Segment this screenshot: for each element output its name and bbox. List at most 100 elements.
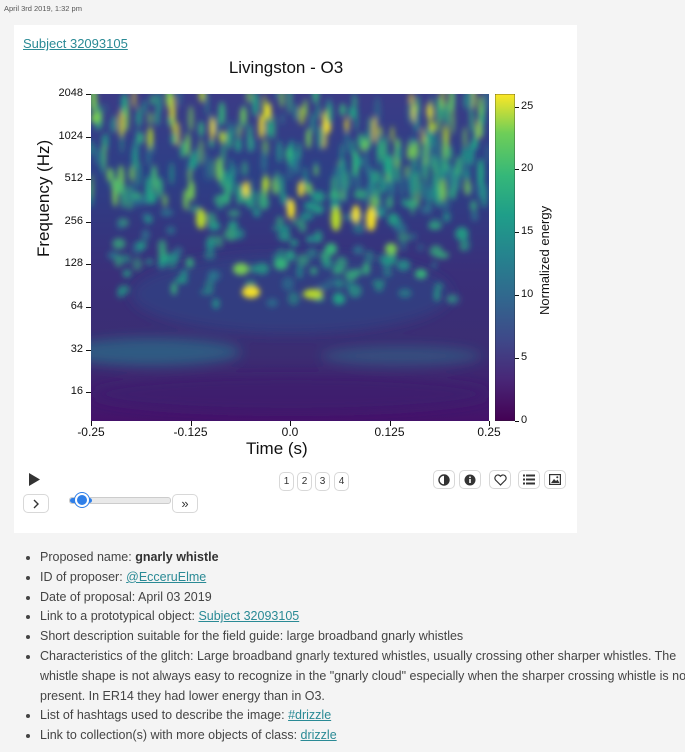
energy-blob (276, 140, 283, 164)
energy-blob (352, 245, 364, 255)
image-button[interactable] (544, 470, 566, 489)
label: Proposed name: (40, 550, 136, 564)
page-button-1[interactable]: 1 (279, 472, 294, 491)
energy-blob (175, 276, 188, 284)
energy-blob (198, 121, 204, 137)
energy-blob (233, 228, 245, 240)
energy-blob (406, 199, 419, 209)
hashtag-link[interactable]: #drizzle (288, 708, 332, 723)
energy-blob (353, 95, 358, 107)
energy-blob (242, 160, 248, 177)
colorbar-tick-label: 5 (521, 351, 528, 364)
short-description: Short description suitable for the field… (40, 629, 464, 644)
energy-blob (236, 119, 240, 138)
contrast-icon (438, 473, 450, 486)
energy-blob (352, 150, 359, 178)
energy-blob (372, 169, 376, 197)
play-button[interactable] (23, 470, 45, 489)
y-tick (86, 392, 91, 394)
page-button-2[interactable]: 2 (297, 472, 312, 491)
energy-blob (264, 103, 272, 120)
energy-blob (104, 103, 108, 115)
energy-blob (266, 298, 278, 308)
energy-blob (481, 182, 488, 209)
energy-blob (363, 185, 370, 206)
collection-link[interactable]: drizzle (300, 728, 337, 743)
favorite-button[interactable] (489, 470, 511, 489)
energy-blob (297, 141, 301, 160)
energy-blob (170, 282, 178, 296)
x-tick (489, 421, 490, 426)
y-tick-label: 16 (70, 385, 83, 398)
prototype-link[interactable]: Subject 32093105 (198, 609, 300, 624)
next-frame-button[interactable] (23, 494, 49, 513)
energy-blob (313, 230, 323, 244)
list-item: Short description suitable for the field… (40, 627, 685, 647)
energy-blob (293, 103, 298, 121)
energy-blob (209, 137, 214, 149)
energy-blob (484, 143, 489, 164)
energy-blob (224, 227, 238, 241)
energy-blob (249, 264, 258, 274)
page-button-3[interactable]: 3 (315, 472, 330, 491)
energy-blob (242, 286, 260, 298)
energy-blob (239, 107, 247, 125)
energy-blob (91, 173, 94, 199)
energy-blob (386, 195, 394, 209)
energy-blob (216, 156, 222, 182)
energy-blob (331, 207, 341, 231)
energy-blob (367, 116, 373, 135)
energy-blob (377, 195, 385, 205)
energy-blob (218, 101, 226, 126)
energy-blob (345, 128, 349, 154)
info-icon (464, 474, 476, 485)
energy-blob (143, 99, 147, 115)
energy-blob (399, 240, 407, 252)
energy-blob (443, 137, 447, 160)
colorbar-tick (515, 232, 519, 234)
contrast-button[interactable] (433, 470, 455, 489)
energy-blob (115, 178, 121, 195)
energy-blob (137, 242, 145, 252)
page-button-4[interactable]: 4 (334, 472, 349, 491)
energy-blob (439, 176, 446, 202)
energy-blob (168, 94, 176, 120)
energy-blob (279, 231, 291, 242)
fast-forward-button[interactable]: » (172, 494, 198, 513)
energy-blob (316, 103, 321, 121)
energy-blob (210, 117, 215, 140)
energy-blob (406, 171, 410, 186)
energy-blob (210, 158, 214, 180)
energy-blob (364, 250, 375, 264)
energy-blob (274, 258, 288, 270)
y-tick (86, 221, 91, 223)
info-button[interactable] (459, 470, 481, 489)
x-tick (389, 421, 391, 426)
collections-button[interactable] (518, 470, 540, 489)
energy-blob (374, 96, 381, 126)
energy-blob (256, 190, 266, 201)
subject-link[interactable]: Subject 32093105 (23, 36, 128, 51)
list-item: Date of proposal: April 03 2019 (40, 588, 685, 608)
energy-blob (348, 106, 355, 120)
energy-blob (245, 94, 253, 104)
energy-blob (417, 243, 425, 252)
energy-blob (396, 259, 411, 271)
energy-blob (248, 123, 253, 152)
slider-thumb[interactable] (75, 493, 89, 507)
list-item: Proposed name: gnarly whistle (40, 548, 685, 568)
energy-blob (276, 173, 280, 186)
x-tick (91, 421, 92, 426)
proposer-link[interactable]: @EcceruElme (126, 569, 207, 584)
energy-blob (213, 194, 226, 206)
energy-blob (344, 117, 349, 133)
energy-blob (333, 166, 341, 180)
energy-blob (205, 94, 209, 116)
x-tick-label: -0.125 (173, 425, 208, 439)
energy-blob (196, 209, 206, 229)
colorbar-tick (515, 358, 519, 360)
energy-blob (135, 126, 139, 156)
energy-blob (312, 94, 320, 104)
energy-blob (227, 220, 239, 229)
energy-blob (407, 101, 414, 125)
